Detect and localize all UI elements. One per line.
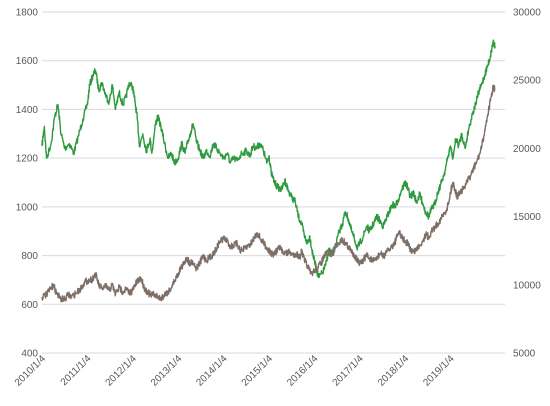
y-tick-label: 1800 xyxy=(16,8,39,19)
y-tick-label: 400 xyxy=(21,349,38,360)
x-tick-label: 2014/1/4 xyxy=(194,353,230,389)
y-tick-label: 1000 xyxy=(16,202,39,213)
y2-tick-label: 10000 xyxy=(513,280,541,291)
x-axis: 2010/1/4 2011/1/4 2012/1/4 2013/1/4 2014/1/4… xyxy=(13,353,457,389)
y-tick-label: 600 xyxy=(21,300,38,311)
series-lines xyxy=(41,39,496,303)
x-tick-label: 2013/1/4 xyxy=(149,353,185,389)
x-tick-label: 2015/1/4 xyxy=(240,353,276,389)
y-tick-label: 1400 xyxy=(16,105,39,116)
y-tick-label: 1600 xyxy=(16,56,39,67)
y2-tick-label: 5000 xyxy=(513,349,536,360)
x-tick-label: 2011/1/4 xyxy=(59,353,94,388)
y2-tick-label: 25000 xyxy=(513,76,541,87)
y2-tick-label: 30000 xyxy=(513,8,541,19)
series-line-left-axis xyxy=(41,39,496,279)
x-tick-label: 2018/1/4 xyxy=(376,353,412,389)
x-tick-label: 2019/1/4 xyxy=(421,353,457,389)
y-tick-label: 800 xyxy=(21,251,38,262)
x-tick-label: 2016/1/4 xyxy=(285,353,321,389)
y-tick-label: 1200 xyxy=(16,154,39,165)
y2-tick-label: 20000 xyxy=(513,144,541,155)
right-y-axis: 5000 10000 15000 20000 25000 30000 xyxy=(513,8,541,360)
y2-tick-label: 15000 xyxy=(513,212,541,223)
x-tick-label: 2017/1/4 xyxy=(331,353,367,389)
left-y-axis: 400 600 800 1000 1200 1400 1600 1800 xyxy=(16,8,39,360)
series-line-right-axis xyxy=(41,84,496,303)
x-tick-label: 2012/1/4 xyxy=(104,353,140,389)
